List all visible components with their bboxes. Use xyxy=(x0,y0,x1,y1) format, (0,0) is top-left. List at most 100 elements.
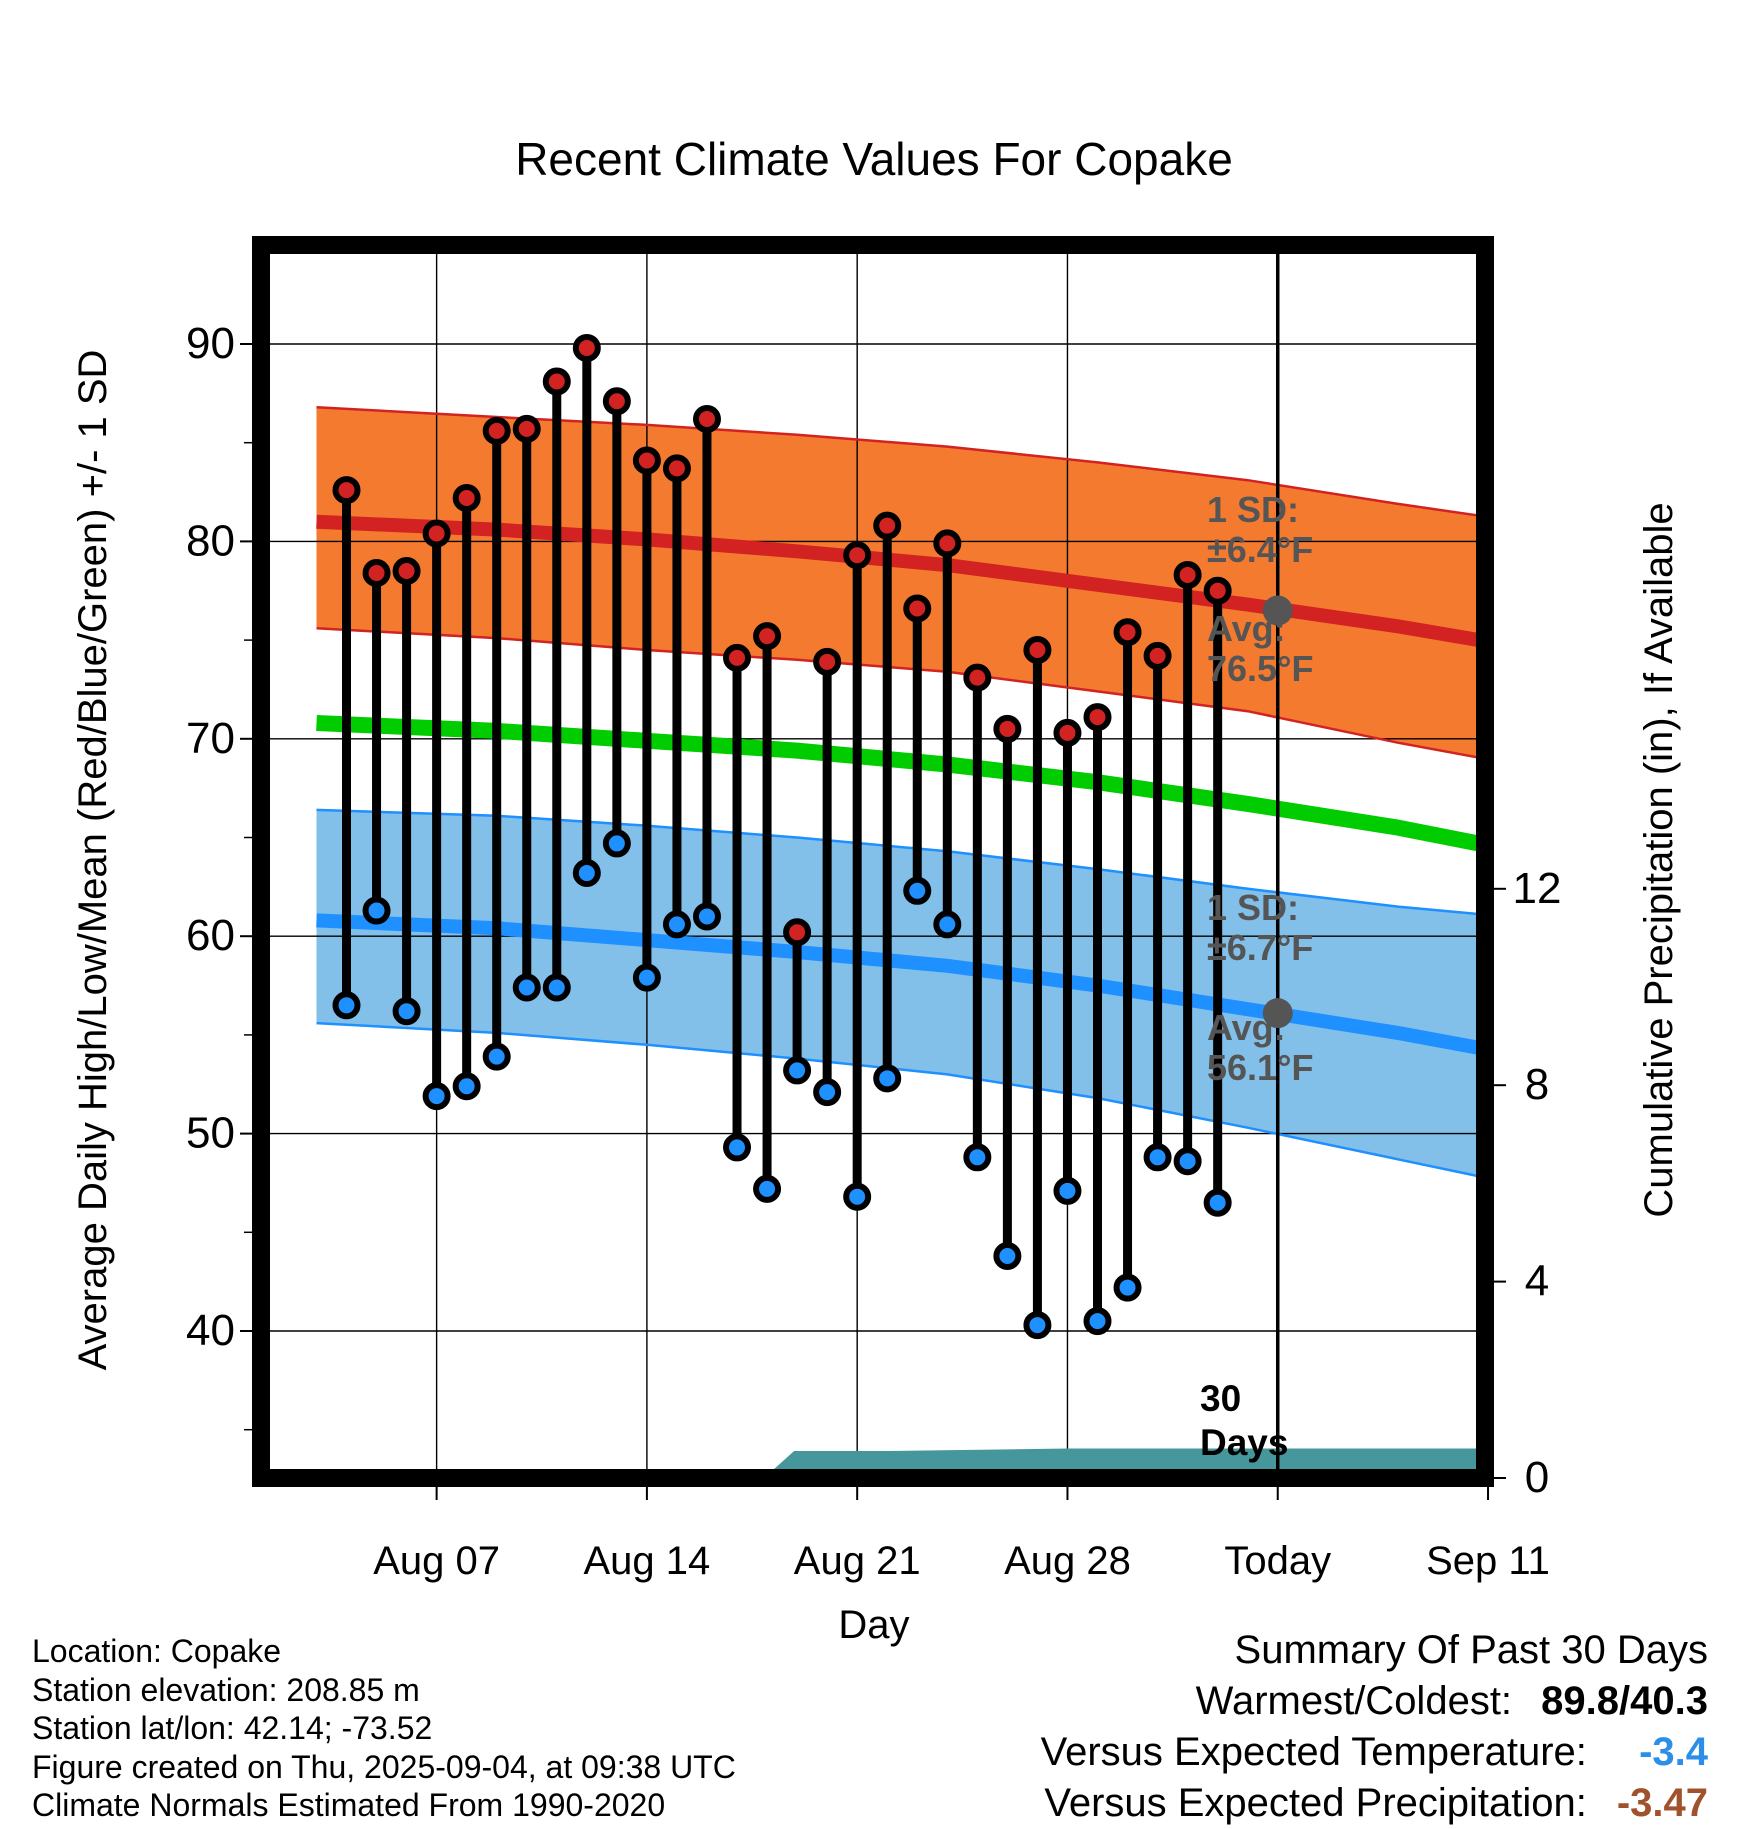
normal-high-line xyxy=(316,514,1485,649)
daily-low-point xyxy=(903,876,932,905)
elevation-text: Station elevation: 208.85 m xyxy=(32,1671,420,1708)
daily-low-point xyxy=(452,1072,481,1101)
warmest-coldest-row: Warmest/Coldest: 89.8/40.3 xyxy=(1041,1676,1708,1727)
high-sd-upper-edge xyxy=(316,405,1485,518)
daily-low-point xyxy=(723,1133,752,1162)
summary-title: Summary Of Past 30 Days xyxy=(1234,1628,1708,1672)
x-axis-label: Day xyxy=(838,1603,909,1647)
plot-frame xyxy=(252,236,1494,1487)
days-marker-label: 30 Days xyxy=(1200,1378,1288,1463)
daily-low-point xyxy=(1053,1176,1082,1205)
daily-high-point xyxy=(963,663,992,692)
station-info: Location: Copake Station elevation: 208.… xyxy=(32,1632,736,1825)
warmest-label: Warmest/Coldest: xyxy=(1195,1679,1513,1723)
normal-low-line xyxy=(316,913,1485,1057)
daily-low-point xyxy=(1113,1273,1142,1302)
daily-low-point xyxy=(1203,1188,1232,1217)
daily-high-point xyxy=(1203,576,1232,605)
daily-high-point xyxy=(602,387,631,416)
low-sd-upper-edge xyxy=(316,808,1485,916)
daily-low-point xyxy=(602,829,631,858)
daily-low-point xyxy=(813,1078,842,1107)
daily-high-point xyxy=(392,557,421,586)
summary-panel: Summary Of Past 30 Days Warmest/Coldest:… xyxy=(1041,1625,1708,1829)
daily-low-point xyxy=(422,1082,451,1111)
daily-high-point xyxy=(482,416,511,445)
x-tick-label: Aug 07 xyxy=(373,1539,500,1583)
y-tick-label: 40 xyxy=(186,1306,235,1355)
precip-row: Versus Expected Precipitation: -3.47 xyxy=(1041,1778,1708,1829)
low-sd-annotation: 1 SD: ±6.7°F xyxy=(1207,887,1313,968)
daily-high-point xyxy=(362,558,391,587)
temp-value: -3.4 xyxy=(1639,1730,1708,1774)
y2-tick-label: 12 xyxy=(1513,864,1562,913)
daily-low-point xyxy=(692,902,721,931)
daily-low-point xyxy=(933,910,962,939)
daily-low-point xyxy=(542,973,571,1002)
daily-low-point xyxy=(1083,1307,1112,1336)
daily-high-point xyxy=(753,622,782,651)
daily-low-point xyxy=(873,1064,902,1093)
daily-low-point xyxy=(362,896,391,925)
daily-high-point xyxy=(1113,618,1142,647)
y-tick-label: 50 xyxy=(186,1109,235,1158)
daily-low-point xyxy=(572,859,601,888)
daily-high-point xyxy=(723,643,752,672)
daily-high-point xyxy=(662,454,691,483)
daily-low-point xyxy=(392,997,421,1026)
x-tick-label: Today xyxy=(1224,1539,1331,1583)
daily-high-point xyxy=(632,446,661,475)
daily-low-point xyxy=(512,973,541,1002)
normal-mean-line xyxy=(316,715,1485,853)
low-sd-lower-edge xyxy=(316,1021,1485,1179)
daily-high-point xyxy=(1023,635,1052,664)
daily-low-point xyxy=(843,1182,872,1211)
high-sd-lower-edge xyxy=(316,627,1485,761)
daily-high-point xyxy=(512,414,541,443)
y2-tick-label: 8 xyxy=(1525,1060,1549,1109)
chart-title: Recent Climate Values For Copake xyxy=(515,133,1233,185)
precip-label: Versus Expected Precipitation: xyxy=(1044,1781,1587,1825)
y-tick-label: 80 xyxy=(186,516,235,565)
daily-low-point xyxy=(783,1056,812,1085)
daily-low-point xyxy=(482,1042,511,1071)
y-tick-label: 60 xyxy=(186,911,235,960)
daily-high-point xyxy=(332,476,361,505)
temp-row: Versus Expected Temperature: -3.4 xyxy=(1041,1727,1708,1778)
y-axis-label: Average Daily High/Low/Mean (Red/Blue/Gr… xyxy=(71,350,115,1371)
daily-high-point xyxy=(843,541,872,570)
daily-high-point xyxy=(903,594,932,623)
created-text: Figure created on Thu, 2025-09-04, at 09… xyxy=(32,1748,736,1785)
x-tick-label: Aug 28 xyxy=(1004,1539,1131,1583)
daily-high-point xyxy=(1053,718,1082,747)
daily-high-point xyxy=(1173,560,1202,589)
daily-high-point xyxy=(933,529,962,558)
daily-high-point xyxy=(873,511,902,540)
daily-high-point xyxy=(783,918,812,947)
location-text: Location: Copake xyxy=(32,1633,282,1669)
daily-high-point xyxy=(1083,703,1112,732)
today-normal-low-marker xyxy=(1262,998,1293,1029)
daily-high-point xyxy=(813,647,842,676)
latlon-text: Station lat/lon: 42.14; -73.52 xyxy=(32,1710,433,1746)
daily-low-point xyxy=(332,991,361,1020)
plot-area xyxy=(261,245,1485,1478)
low-sd-band xyxy=(316,809,1485,1178)
daily-low-point xyxy=(993,1241,1022,1270)
warmest-value: 89.8/40.3 xyxy=(1541,1679,1708,1723)
daily-low-point xyxy=(1173,1147,1202,1176)
low-avg-annotation: Avg: 56.1°F xyxy=(1207,1007,1313,1088)
y2-tick-label: 4 xyxy=(1525,1257,1549,1306)
daily-high-point xyxy=(993,714,1022,743)
temp-label: Versus Expected Temperature: xyxy=(1040,1730,1587,1774)
high-sd-band xyxy=(316,407,1485,759)
y2-tick-label: 0 xyxy=(1525,1453,1549,1502)
daily-high-point xyxy=(542,367,571,396)
daily-high-point xyxy=(1143,641,1172,670)
y2-axis-label: Cumulative Precipitation (in), If Availa… xyxy=(1637,502,1681,1217)
x-tick-label: Sep 11 xyxy=(1426,1539,1550,1583)
daily-low-point xyxy=(662,910,691,939)
y-tick-label: 90 xyxy=(186,319,235,368)
daily-high-point xyxy=(452,483,481,512)
